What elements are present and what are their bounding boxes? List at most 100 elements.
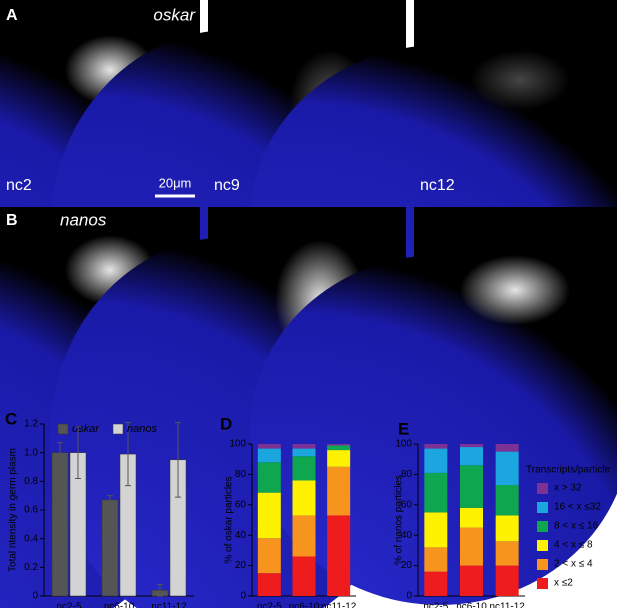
bar-segment xyxy=(257,448,281,463)
scale-bar-label: 20μm xyxy=(159,175,192,190)
y-tick-label: 20 xyxy=(401,560,413,571)
bar-segment xyxy=(460,507,483,528)
x-tick-label: nc2-5 xyxy=(56,602,81,608)
bar-segment xyxy=(257,462,281,493)
x-tick-label: nc6-10 xyxy=(456,602,487,608)
bar-segment xyxy=(257,444,281,449)
bar-segment xyxy=(495,444,519,452)
y-tick-label: 0.2 xyxy=(24,562,38,573)
x-tick-label: nc6-10 xyxy=(104,602,135,608)
legend-label: x > 32 xyxy=(554,483,582,494)
y-tick-label: 20 xyxy=(235,560,247,571)
error-bar xyxy=(75,426,81,479)
bar-segment xyxy=(424,444,448,449)
bar-segment xyxy=(257,538,281,574)
legend-swatch xyxy=(112,423,124,435)
legend-title: Transcripts/particle xyxy=(526,465,611,476)
legend-label: nanos xyxy=(127,423,157,435)
bar-segment xyxy=(460,527,483,566)
stage-label: nc12 xyxy=(420,177,455,194)
bar-segment xyxy=(424,448,448,473)
bar xyxy=(51,452,69,597)
bar-segment xyxy=(327,444,351,446)
bar-segment xyxy=(327,445,351,451)
legend-label: 4 < x ≤ 8 xyxy=(554,540,593,551)
legend-label: x ≤2 xyxy=(554,578,573,589)
bar-segment xyxy=(327,450,351,467)
y-tick-label: 60 xyxy=(235,499,247,510)
panel-letter: E xyxy=(398,419,409,438)
bar-segment xyxy=(257,492,281,539)
bar-segment xyxy=(424,512,448,548)
legend-label: 16 < x ≤32 xyxy=(554,502,601,513)
error-bar xyxy=(125,422,131,487)
legend-swatch xyxy=(57,423,69,435)
x-tick-label: nc11-12 xyxy=(151,602,187,608)
legend-swatch xyxy=(537,483,548,494)
bar-segment xyxy=(495,515,519,542)
stage-label: nc2 xyxy=(6,177,32,194)
x-tick-label: nc2-5 xyxy=(423,602,448,608)
bar-segment xyxy=(424,472,448,513)
bar-segment xyxy=(292,444,316,449)
panel-letter: A xyxy=(6,7,18,24)
y-tick-label: 100 xyxy=(395,439,412,450)
gene-label: nanos xyxy=(60,210,107,229)
bar-segment xyxy=(495,485,519,516)
bar-segment xyxy=(460,447,483,466)
bar-segment xyxy=(495,541,519,566)
x-tick-label: nc11-12 xyxy=(321,602,357,608)
error-bar xyxy=(107,495,113,505)
bar-segment xyxy=(424,571,448,596)
bar-segment xyxy=(327,466,351,516)
bar-segment xyxy=(460,444,483,448)
legend-swatch xyxy=(537,540,548,551)
bar-segment xyxy=(292,480,316,516)
legend-swatch xyxy=(537,559,548,570)
y-axis-label: Total ntensity in germ plasm xyxy=(8,448,19,572)
y-axis-label: % of oskar particles xyxy=(224,476,235,563)
y-tick-label: 0 xyxy=(406,591,412,602)
legend-swatch xyxy=(537,502,548,513)
bar-segment xyxy=(460,465,483,508)
x-tick-label: nc2-5 xyxy=(257,602,282,608)
error-bar xyxy=(175,422,181,498)
bar-segment xyxy=(327,515,351,596)
y-tick-label: 40 xyxy=(235,530,247,541)
y-tick-label: 0.4 xyxy=(24,533,38,544)
y-tick-label: 0.8 xyxy=(24,476,38,487)
y-axis-label: % of nanos particles xyxy=(394,475,405,565)
panel-letter: D xyxy=(220,414,232,433)
y-tick-label: 80 xyxy=(401,469,413,480)
y-tick-label: 0 xyxy=(32,591,38,602)
bar-segment xyxy=(460,565,483,596)
panel-letter: B xyxy=(6,212,18,229)
legend-label: 8 < x ≤ 16 xyxy=(554,521,599,532)
legend-label: 2 < x ≤ 4 xyxy=(554,559,593,570)
legend-label: oskar xyxy=(72,423,100,435)
y-tick-label: 40 xyxy=(401,530,413,541)
x-tick-label: nc11-12 xyxy=(489,602,525,608)
x-tick-label: nc6-10 xyxy=(289,602,320,608)
y-tick-label: 100 xyxy=(229,439,246,450)
panel-letter: C xyxy=(5,409,17,428)
bar-segment xyxy=(292,456,316,481)
bar-segment xyxy=(292,448,316,457)
bar-segment xyxy=(424,547,448,572)
stage-label: nc9 xyxy=(214,177,240,194)
legend-swatch xyxy=(537,578,548,589)
bar xyxy=(101,499,119,597)
y-tick-label: 0 xyxy=(240,591,246,602)
error-bar xyxy=(57,442,63,464)
y-tick-label: 0.6 xyxy=(24,505,38,516)
bar-segment xyxy=(257,573,281,596)
bar-segment xyxy=(292,515,316,557)
gene-label: oskar xyxy=(153,5,196,24)
legend-swatch xyxy=(537,521,548,532)
y-tick-label: 1.2 xyxy=(24,419,38,430)
error-bar xyxy=(157,584,163,597)
bar-segment xyxy=(495,565,519,596)
y-tick-label: 60 xyxy=(401,499,413,510)
